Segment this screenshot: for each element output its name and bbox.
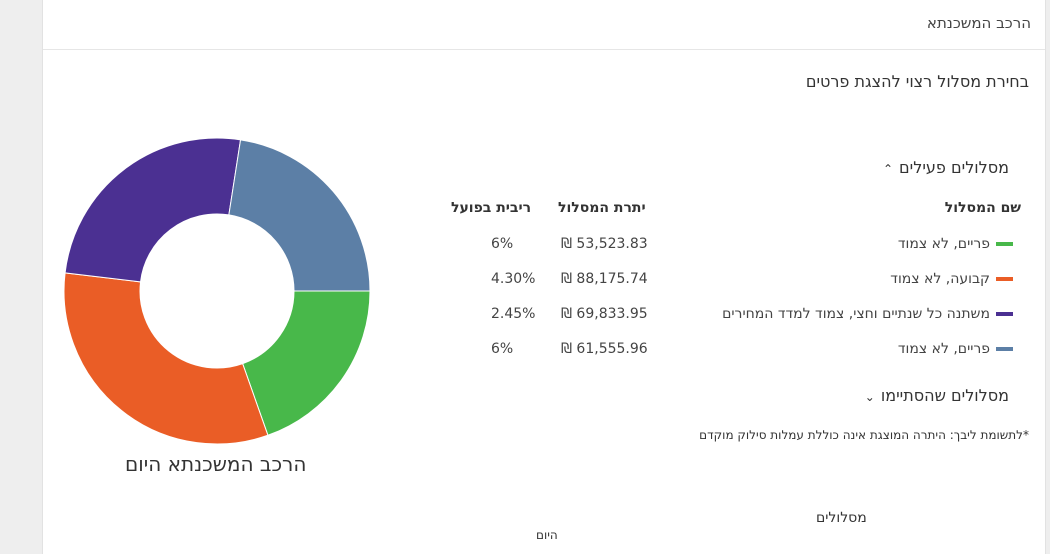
active-tracks-title: מסלולים פעילים [899,158,1009,177]
early-repayment-note: *לתשומת ליבך: היתרה המוצגת אינה כוללת עמ… [699,428,1029,442]
completed-tracks-toggle[interactable]: מסלולים שהסתיימו ⌄ [865,386,1009,405]
donut-slice[interactable] [63,272,269,445]
track-balance: ₪ 88,175.74 [561,271,648,287]
completed-tracks-title: מסלולים שהסתיימו [880,386,1009,405]
legend-swatch [996,347,1013,351]
donut-svg [63,137,371,445]
track-balance: ₪ 69,833.95 [561,306,648,322]
track-row[interactable]: פריים, לא צמוד ₪ 61,555.96 6% [43,341,1045,365]
track-name: פריים, לא צמוד [897,236,990,252]
legend-swatch [996,242,1013,246]
track-rate: 6% [491,236,514,252]
card-title: הרכב המשכנתא [926,14,1031,32]
chevron-up-icon: ⌃ [882,162,894,176]
track-name: פריים, לא צמוד [897,341,990,357]
donut-slice[interactable] [64,137,242,283]
today-label[interactable]: היום [536,528,558,542]
card-header: הרכב המשכנתא [43,0,1045,50]
track-row[interactable]: קבועה, לא צמוד ₪ 88,175.74 4.30% [43,271,1045,295]
track-row[interactable]: משתנה כל שנתיים וחצי, צמוד למדד המחירים … [43,306,1045,330]
track-rate: 2.45% [491,306,536,322]
legend-swatch [996,277,1013,281]
track-name-cell: פריים, לא צמוד [898,341,1013,357]
track-name-cell: פריים, לא צמוד [898,236,1013,252]
column-header-rate: ריבית בפועל [451,200,531,216]
mortgage-composition-card: הרכב המשכנתא בחירת מסלול רצוי להצגת פרטי… [42,0,1046,554]
legend-swatch [996,312,1013,316]
track-row[interactable]: פריים, לא צמוד ₪ 53,523.83 6% [43,236,1045,260]
tracks-label[interactable]: מסלולים [816,510,867,526]
track-balance: ₪ 61,555.96 [561,341,648,357]
track-rate: 6% [491,341,514,357]
track-balance: ₪ 53,523.83 [561,236,648,252]
track-rate: 4.30% [491,271,536,287]
chevron-down-icon: ⌄ [864,390,875,404]
active-tracks-toggle[interactable]: מסלולים פעילים ⌃ [883,158,1009,177]
donut-slice[interactable] [241,290,371,436]
track-name-cell: משתנה כל שנתיים וחצי, צמוד למדד המחירים [722,306,1013,322]
donut-slice[interactable] [228,139,371,292]
column-header-track-name: שם המסלול [944,200,1021,216]
column-header-balance: יתרת המסלול [558,200,646,216]
track-name: קבועה, לא צמוד [890,271,990,287]
mortgage-donut-chart [59,133,375,449]
select-track-prompt: בחירת מסלול רצוי להצגת פרטים [805,72,1029,91]
track-name-cell: קבועה, לא צמוד [890,271,1013,287]
chart-caption: הרכב המשכנתא היום [125,452,307,476]
track-name: משתנה כל שנתיים וחצי, צמוד למדד המחירים [722,306,990,322]
